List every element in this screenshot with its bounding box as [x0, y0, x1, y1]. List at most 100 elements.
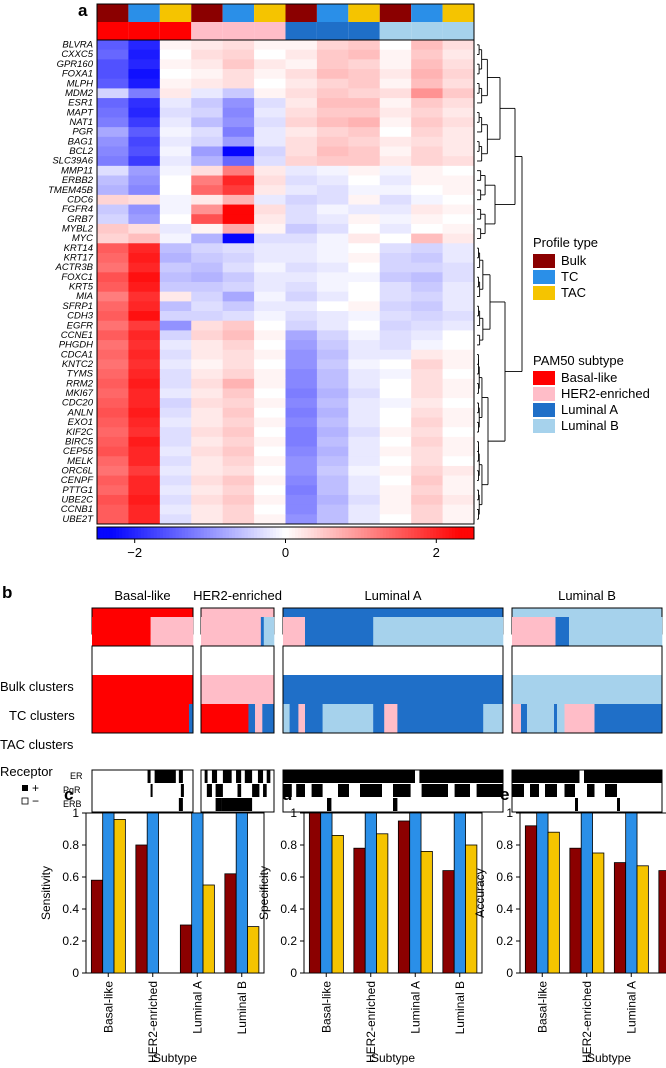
heatmap-cell: [316, 465, 349, 476]
heatmap-cell: [254, 456, 286, 467]
heatmap-cell: [379, 262, 412, 273]
heatmap-cell: [254, 185, 286, 196]
y-tick-label: 0: [72, 966, 79, 980]
heatmap-cell: [379, 330, 412, 341]
colorbar-step: [266, 527, 271, 539]
heatmap-cell: [254, 465, 286, 476]
colorbar-step: [313, 527, 318, 539]
heatmap-cell: [316, 117, 349, 128]
heatmap-cell: [191, 88, 224, 99]
heatmap-cell: [97, 398, 129, 409]
heatmap-cell: [442, 204, 475, 215]
heatmap-cell: [411, 262, 443, 273]
heatmap-cell: [379, 436, 412, 447]
heatmap-cell: [379, 272, 412, 283]
heatmap-cell: [159, 156, 192, 167]
heatmap-cell: [128, 107, 161, 118]
heatmap-cell: [159, 165, 192, 176]
x-axis-label: Subtype: [371, 1051, 415, 1065]
receptor-positive-segment: [215, 784, 223, 797]
heatmap-cell: [128, 40, 161, 51]
profile-bar-bulk: [285, 4, 317, 22]
heatmap-cell: [285, 456, 318, 467]
colorbar-step: [423, 527, 428, 539]
heatmap-cell: [222, 301, 255, 312]
heatmap-cell: [285, 311, 318, 322]
heatmap-cell: [348, 407, 381, 418]
subtype-bar: [254, 22, 286, 40]
heatmap-cell: [191, 233, 224, 244]
heatmap-cell: [285, 340, 318, 351]
heatmap-cell: [159, 88, 192, 99]
heatmap-cell: [442, 282, 475, 293]
heatmap-cell: [159, 446, 192, 457]
cluster-segment: [483, 704, 504, 733]
heatmap-cell: [191, 340, 224, 351]
profile-bar-tc: [128, 4, 160, 22]
colorbar-step: [144, 527, 148, 539]
colorbar-tick-label: 0: [282, 545, 289, 560]
heatmap-cell: [411, 485, 443, 496]
heatmap-cell: [128, 175, 161, 186]
heatmap-cell: [222, 388, 255, 399]
y-tick-label: 0.2: [280, 934, 297, 948]
bar-tc: [580, 812, 593, 974]
colorbar-step: [445, 527, 450, 539]
heatmap-cell: [128, 185, 161, 196]
receptor-label-pgr: PgR: [63, 785, 81, 795]
heatmap-frame: [96, 39, 475, 525]
heatmap-cell: [222, 233, 255, 244]
heatmap-cell: [222, 417, 255, 428]
heatmap-cell: [316, 311, 349, 322]
receptor-positive-segment: [605, 784, 617, 797]
subtype-bar: [316, 22, 349, 40]
heatmap-cell: [442, 243, 475, 254]
heatmap-cell: [128, 204, 161, 215]
bar-tac: [331, 835, 344, 974]
heatmap-cell: [411, 204, 443, 215]
receptor-positive-segment: [236, 770, 242, 783]
heatmap-cell: [316, 233, 349, 244]
heatmap-cell: [285, 223, 318, 234]
gene-label: BLVRA: [62, 40, 93, 51]
receptor-positive-segment: [180, 784, 184, 797]
heatmap-cell: [316, 291, 349, 302]
cluster-segment: [283, 675, 504, 704]
heatmap-cell: [191, 185, 224, 196]
heatmap-cell: [285, 504, 318, 515]
heatmap-cell: [379, 340, 412, 351]
heatmap-cell: [97, 136, 129, 147]
colorbar-step: [364, 527, 368, 539]
receptor-label-er: ER: [70, 771, 83, 781]
heatmap-cell: [379, 185, 412, 196]
heatmap-cell: [97, 272, 129, 283]
colorbar-step: [395, 527, 400, 539]
heatmap-cell: [159, 359, 192, 370]
colorbar-step: [118, 527, 123, 539]
heatmap-cell: [316, 165, 349, 176]
heatmap-cell: [316, 107, 349, 118]
colorbar-step: [285, 527, 290, 539]
heatmap-cell: [222, 98, 255, 109]
heatmap-cell: [97, 291, 129, 302]
heatmap-cell: [348, 465, 381, 476]
colorbar-step: [159, 527, 164, 539]
specificity-chart: 0 0.2 0.4 0.6 0.8 1 Basal-like HER2-enriched Lum…: [257, 806, 483, 1065]
heatmap-cell: [316, 388, 349, 399]
heatmap-cell: [191, 417, 224, 428]
heatmap-cell: [222, 127, 255, 138]
heatmap-cell: [159, 388, 192, 399]
heatmap-cell: [316, 407, 349, 418]
heatmap-cell: [379, 504, 412, 515]
cluster-segment: [283, 617, 306, 646]
gene-label: ACTR3B: [55, 262, 94, 273]
heatmap-cell: [128, 494, 161, 506]
heatmap-cell: [222, 504, 255, 515]
heatmap-cell: [254, 417, 286, 428]
colorbar-step: [122, 527, 126, 539]
heatmap-cell: [222, 252, 255, 264]
heatmap-cell: [128, 136, 161, 147]
receptor-negative-label: −: [32, 794, 39, 808]
profile-bar-tac: [254, 4, 286, 22]
